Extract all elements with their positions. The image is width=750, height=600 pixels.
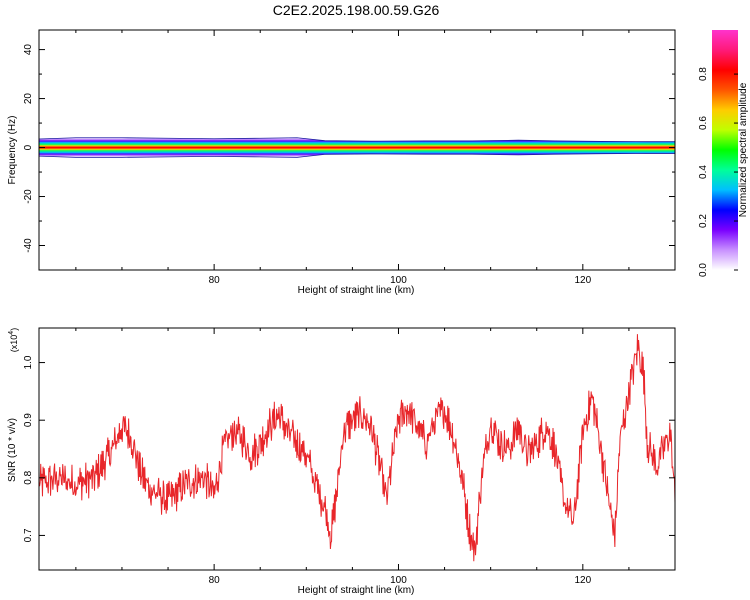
spectrogram-x-label: Height of straight line (km) [298,285,415,296]
colorbar-tick-label: 0.4 [698,165,709,179]
snr-y-multiplier: (x104) [8,328,19,352]
x-tick-label: 100 [390,575,407,586]
spectrogram-ticks: 80 100 120 40 20 0 -20 -40 [23,30,676,286]
y-tick-label: 40 [23,44,34,56]
x-tick-label: 80 [209,275,221,286]
colorbar-tick-label: 0.0 [698,263,709,277]
y-tick-label: 0.9 [23,413,34,427]
colorbar-tick-label: 0.8 [698,67,709,81]
figure-title: C2E2.2025.198.00.59.G26 [273,2,440,18]
colorbar-tick-label: 0.6 [698,116,709,130]
colorbar-ticks: 0.0 0.2 0.4 0.6 0.8 [698,67,738,277]
spectrogram-frame [38,29,676,271]
colorbar-tick-label: 0.2 [698,214,709,228]
y-tick-label: 0.8 [23,470,34,484]
snr-panel: 80 100 120 0.7 0.8 0.9 1.0 Height of straight … [7,327,676,596]
spectrogram-panel: 80 100 120 40 20 0 -20 -40 Height of straight l… [7,29,676,296]
spectral-band [39,137,675,158]
x-tick-label: 120 [574,275,591,286]
multiplier-exponent: 4 [8,331,15,335]
x-tick-label: 80 [209,575,221,586]
snr-frame [38,327,676,571]
snr-series-line [39,334,675,562]
snr-y-label: SNR (10 * v/v) [7,418,18,482]
spectrogram-y-label: Frequency (Hz) [7,116,18,185]
multiplier-base: (x10 [9,335,19,353]
colorbar: 0.0 0.2 0.4 0.6 0.8 Normalized spectral ampl… [698,30,749,277]
snr-x-label: Height of straight line (km) [298,585,415,596]
colorbar-label: Normalized spectral amplitude [738,82,749,217]
x-tick-label: 100 [390,275,407,286]
multiplier-close: ) [9,328,19,331]
snr-ticks: 80 100 120 0.7 0.8 0.9 1.0 [23,328,676,586]
y-tick-label: -40 [23,238,34,253]
x-tick-label: 120 [574,575,591,586]
y-tick-label: 1.0 [23,355,34,369]
y-tick-label: -20 [23,189,34,204]
svg-text:(x104): (x104) [8,328,19,352]
y-tick-label: 0.7 [23,528,34,542]
colorbar-gradient [712,30,738,270]
y-tick-label: 20 [23,93,34,105]
y-tick-label: 0 [23,144,34,150]
